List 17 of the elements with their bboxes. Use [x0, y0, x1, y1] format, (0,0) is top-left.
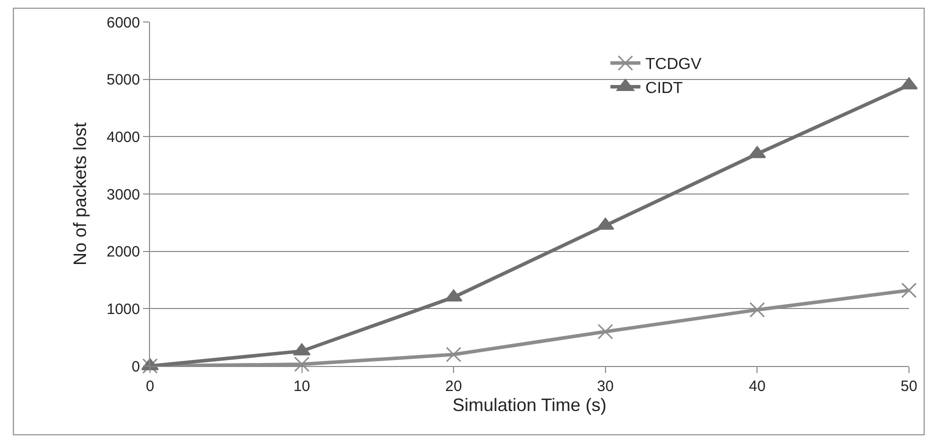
x-tick-label: 0 [146, 378, 154, 395]
legend-label: TCDGV [645, 56, 702, 74]
x-tick-label: 10 [293, 378, 310, 395]
y-tick-label: 5000 [106, 72, 140, 89]
y-tick-label: 3000 [106, 186, 140, 204]
y-tick-label: 4000 [106, 128, 140, 146]
x-tick-label: 30 [597, 378, 614, 395]
legend-label: CIDT [645, 80, 683, 98]
x-tick-label: 40 [748, 378, 766, 395]
y-tick-label: 0 [132, 358, 140, 376]
y-axis-title: No of packets lost [70, 122, 90, 266]
x-tick-label: 50 [900, 378, 918, 395]
y-tick-label: 2000 [106, 244, 140, 261]
y-tick-label: 1000 [106, 300, 140, 318]
x-axis-title: Simulation Time (s) [452, 395, 607, 416]
x-tick-label: 20 [445, 378, 462, 395]
y-tick-label: 6000 [106, 14, 140, 32]
